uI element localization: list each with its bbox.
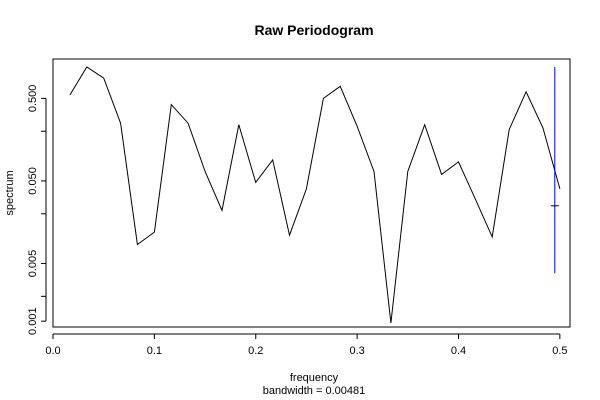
series-layer (69, 66, 561, 324)
chart-title: Raw Periodogram (254, 22, 373, 38)
confidence-bar (550, 66, 559, 274)
series-line (69, 66, 561, 324)
y-axis-label: spectrum (4, 170, 16, 215)
y-axis: 0.001 0.005 0.050 0.500 (27, 85, 47, 335)
x-tick-label: 0.1 (147, 345, 162, 357)
x-axis: 0.0 0.1 0.2 0.3 0.4 0.5 (45, 333, 568, 357)
x-tick-label: 0.4 (451, 345, 466, 357)
y-tick-label: 0.001 (27, 307, 39, 335)
x-axis-label: frequency (290, 372, 339, 384)
plot-frame (52, 58, 571, 328)
x-tick-label: 0.5 (552, 345, 567, 357)
x-tick-label: 0.0 (45, 345, 60, 357)
y-tick-label: 0.500 (27, 85, 39, 113)
x-tick-label: 0.3 (349, 345, 364, 357)
x-tick-label: 0.2 (248, 345, 263, 357)
y-tick-label: 0.005 (27, 250, 39, 278)
y-tick-label: 0.050 (27, 167, 39, 195)
bandwidth-label: bandwidth = 0.00481 (263, 385, 365, 397)
